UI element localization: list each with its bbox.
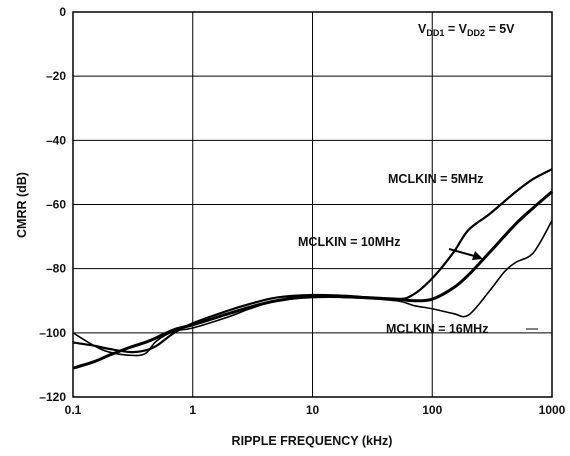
series-line-5mhz	[72, 168, 553, 354]
supply-condition-label: VDD1 = VDD2 = 5V	[418, 22, 515, 38]
x-tick-label: 1	[189, 403, 196, 417]
series-label-16mhz: MCLKIN = 16MHz	[386, 322, 488, 336]
vdd2-subscript: DD2	[467, 28, 485, 38]
y-tick-label: –40	[46, 133, 66, 147]
x-tick-label: 100	[422, 403, 442, 417]
y-tick-label: 0	[59, 5, 66, 19]
x-tick-labels: 0.1 1 10 100 1000	[65, 403, 566, 417]
series-lines	[72, 168, 553, 370]
x-tick-label: 0.1	[65, 403, 82, 417]
x-tick-label: 1000	[539, 403, 566, 417]
vdd2-symbol: V	[459, 22, 468, 36]
plot-frame	[72, 11, 553, 398]
y-tick-label: –60	[46, 198, 66, 212]
grid-lines	[72, 11, 553, 398]
vdd1-subscript: DD1	[426, 28, 444, 38]
x-tick-label: 10	[306, 403, 320, 417]
callout-arrow-line	[448, 248, 479, 258]
series-line-16mhz	[72, 220, 553, 357]
y-tick-labels: 0 –20 –40 –60 –80 –100 –120	[39, 5, 66, 404]
vdd1-symbol: V	[418, 22, 427, 36]
supply-value: = 5V	[485, 22, 515, 36]
y-axis-title: CMRR (dB)	[15, 172, 29, 238]
y-tick-label: –20	[46, 69, 66, 83]
series-label-10mhz: MCLKIN = 10MHz	[298, 235, 400, 249]
x-axis-title: RIPPLE FREQUENCY (kHz)	[232, 434, 393, 448]
y-tick-label: –100	[39, 326, 66, 340]
callout-arrow-head	[472, 251, 483, 260]
y-tick-label: –120	[39, 390, 66, 404]
series-label-5mhz: MCLKIN = 5MHz	[388, 172, 484, 186]
equals-sign: =	[444, 22, 458, 36]
y-tick-label: –80	[46, 262, 66, 276]
